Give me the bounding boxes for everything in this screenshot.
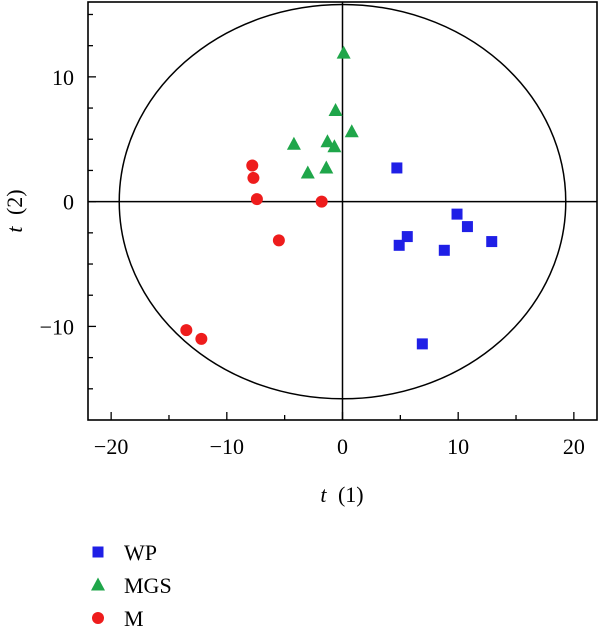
x-tick-label: −10 <box>210 434 244 459</box>
data-point-wp <box>416 338 428 350</box>
x-tick-label: 10 <box>447 434 469 459</box>
data-point-wp <box>393 239 405 251</box>
data-point-mgs <box>336 45 351 59</box>
data-point-mgs <box>328 103 343 117</box>
x-tick-label: 0 <box>337 434 348 459</box>
data-point-wp <box>486 236 498 248</box>
data-points-layer <box>180 45 498 350</box>
zero-axes-layer <box>88 2 597 420</box>
y-axis-title: t (2) <box>2 189 27 232</box>
data-point-m <box>247 171 260 184</box>
data-point-m <box>195 332 208 345</box>
legend-label-m: M <box>124 606 144 631</box>
data-point-mgs <box>327 139 342 153</box>
data-point-mgs <box>320 134 335 148</box>
data-point-m <box>272 234 285 247</box>
x-tick-label: 20 <box>563 434 585 459</box>
data-point-mgs <box>300 165 315 179</box>
data-point-mgs <box>286 136 301 150</box>
y-tick-label: 0 <box>63 190 74 215</box>
x-axis-title: t (1) <box>320 482 363 507</box>
legend-marker-m <box>92 612 104 624</box>
data-point-wp <box>401 231 413 243</box>
legend-label-mgs: MGS <box>124 573 172 598</box>
y-axis-title-var: t <box>2 226 27 233</box>
x-axis-title-index: (1) <box>338 482 364 507</box>
data-point-m <box>180 324 193 337</box>
y-tick-label: −10 <box>40 314 74 339</box>
data-point-wp <box>391 162 403 174</box>
data-point-wp <box>461 221 473 233</box>
data-point-mgs <box>344 124 359 138</box>
ticks-layer: −20 −10 0 10 20 −10 0 10 <box>40 13 585 459</box>
y-tick-label: 10 <box>52 65 74 90</box>
data-point-mgs <box>319 160 334 174</box>
legend-marker-mgs <box>91 577 105 591</box>
data-point-m <box>250 193 263 206</box>
legend-marker-wp <box>92 546 104 558</box>
x-tick-label: −20 <box>94 434 128 459</box>
y-axis-title-index: (2) <box>2 189 27 215</box>
data-point-m <box>246 159 259 172</box>
legend: WP MGS M <box>91 540 172 631</box>
data-point-m <box>315 195 328 208</box>
x-axis-title-var: t <box>320 482 327 507</box>
data-point-wp <box>438 244 450 256</box>
data-point-wp <box>451 208 463 220</box>
legend-label-wp: WP <box>124 540 157 565</box>
